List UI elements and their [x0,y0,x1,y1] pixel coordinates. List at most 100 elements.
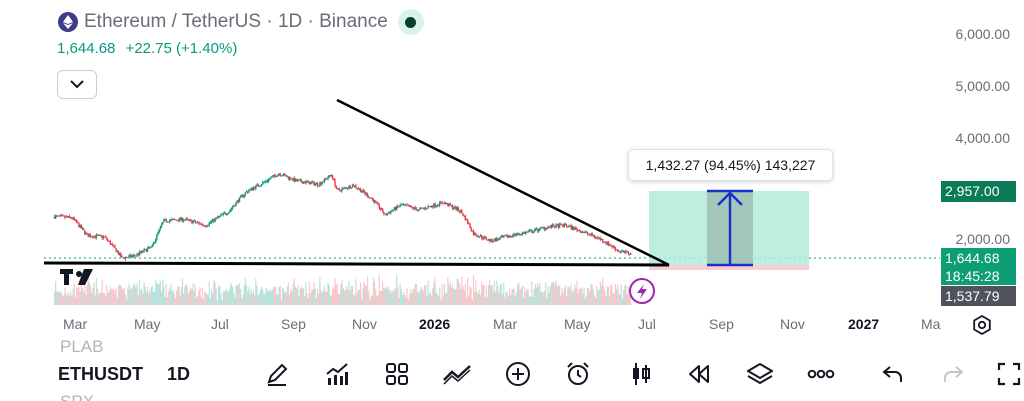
indicators-button[interactable] [322,359,352,389]
candle [120,253,122,257]
candle [354,185,356,187]
candle [491,239,493,242]
volume-bar [593,295,596,305]
add-button[interactable] [503,359,533,389]
candle [607,241,610,246]
price-chart[interactable] [0,0,1024,345]
volume-bar [569,288,571,305]
candle [230,208,233,210]
volume-bar [173,293,175,305]
pencil-icon [267,363,288,386]
objects-tree-button[interactable] [745,359,775,389]
candle [75,219,78,223]
symbol-button[interactable]: ETHUSDT [58,364,143,384]
candle [461,209,463,213]
symbol-title: Ethereum / TetherUS · 1D · Binance [84,11,388,32]
candle [317,185,320,187]
volume-bar [143,282,145,305]
volume-bar [393,289,395,305]
volume-bar [380,291,383,305]
volume-bar [57,290,59,305]
candle [270,177,272,179]
volume-bar [163,286,165,305]
candle [141,250,143,253]
candle [227,213,229,215]
candle [71,218,73,219]
candle [98,235,100,236]
volume-bar [379,290,381,305]
candle [291,179,293,181]
volume-bar [200,297,202,305]
volume-bar [483,284,485,305]
fullscreen-button[interactable] [994,359,1024,389]
volume-bar [171,291,173,305]
volume-bar [266,290,269,305]
more-button[interactable] [806,359,836,389]
candle [388,212,391,214]
candle [86,232,88,234]
x-axis-label: Nov [780,316,805,332]
market-status-icon[interactable] [397,9,424,35]
timeframe-button[interactable]: 1D [167,364,191,384]
volume-bar [156,282,158,305]
candle [568,225,570,227]
candle [553,224,555,227]
volume-bar [486,296,489,305]
candle [89,235,92,237]
drawing-tool-button[interactable] [262,359,292,389]
candle [598,237,600,239]
volume-bar [86,285,88,305]
candle [238,197,241,203]
candle [421,207,423,209]
candle [96,234,99,236]
volume-bar [609,296,611,305]
collapse-legend-button[interactable] [57,70,97,99]
undo-button[interactable] [878,359,908,389]
layout-button[interactable] [382,359,412,389]
candle [519,234,521,235]
candle [283,173,285,176]
gear-icon[interactable] [971,314,993,336]
trend-tools-button[interactable] [442,359,472,389]
candle [558,224,561,228]
x-axis-label: Nov [352,316,377,332]
alert-button[interactable] [563,359,593,389]
candle [624,250,626,253]
candle [392,209,394,211]
symbol-header[interactable]: Ethereum / TetherUS · 1D · Binance [58,9,424,35]
volume-bar [454,289,456,305]
volume-bar [314,288,316,305]
volume-bar [426,295,428,305]
candle [380,208,383,210]
volume-bar [327,282,329,305]
candle [409,206,412,207]
candle [111,244,114,246]
volume-bar [463,290,465,305]
candle [172,218,174,220]
lower-price-tag: 1,537.79 [941,286,1016,306]
candle [165,219,167,222]
candle [187,219,190,220]
volume-bar [330,295,333,305]
volume-bar [117,284,120,305]
chart-type-button[interactable] [626,359,656,389]
volume-bar [617,284,619,305]
volume-bar [70,291,72,305]
volume-bar [106,285,108,305]
candle [344,187,347,189]
volume-bar [193,290,195,305]
volume-bar [335,285,337,305]
candle [429,205,432,207]
redo-button[interactable] [938,359,968,389]
volume-bar [138,279,141,305]
volume-bar [136,283,138,305]
candle [371,198,373,200]
volume-bar [448,284,450,305]
candle [188,219,191,221]
candle [267,179,270,182]
candle [613,246,616,249]
candle [257,184,259,187]
volume-bar [613,293,615,305]
replay-button[interactable] [684,359,714,389]
candle [155,239,157,243]
